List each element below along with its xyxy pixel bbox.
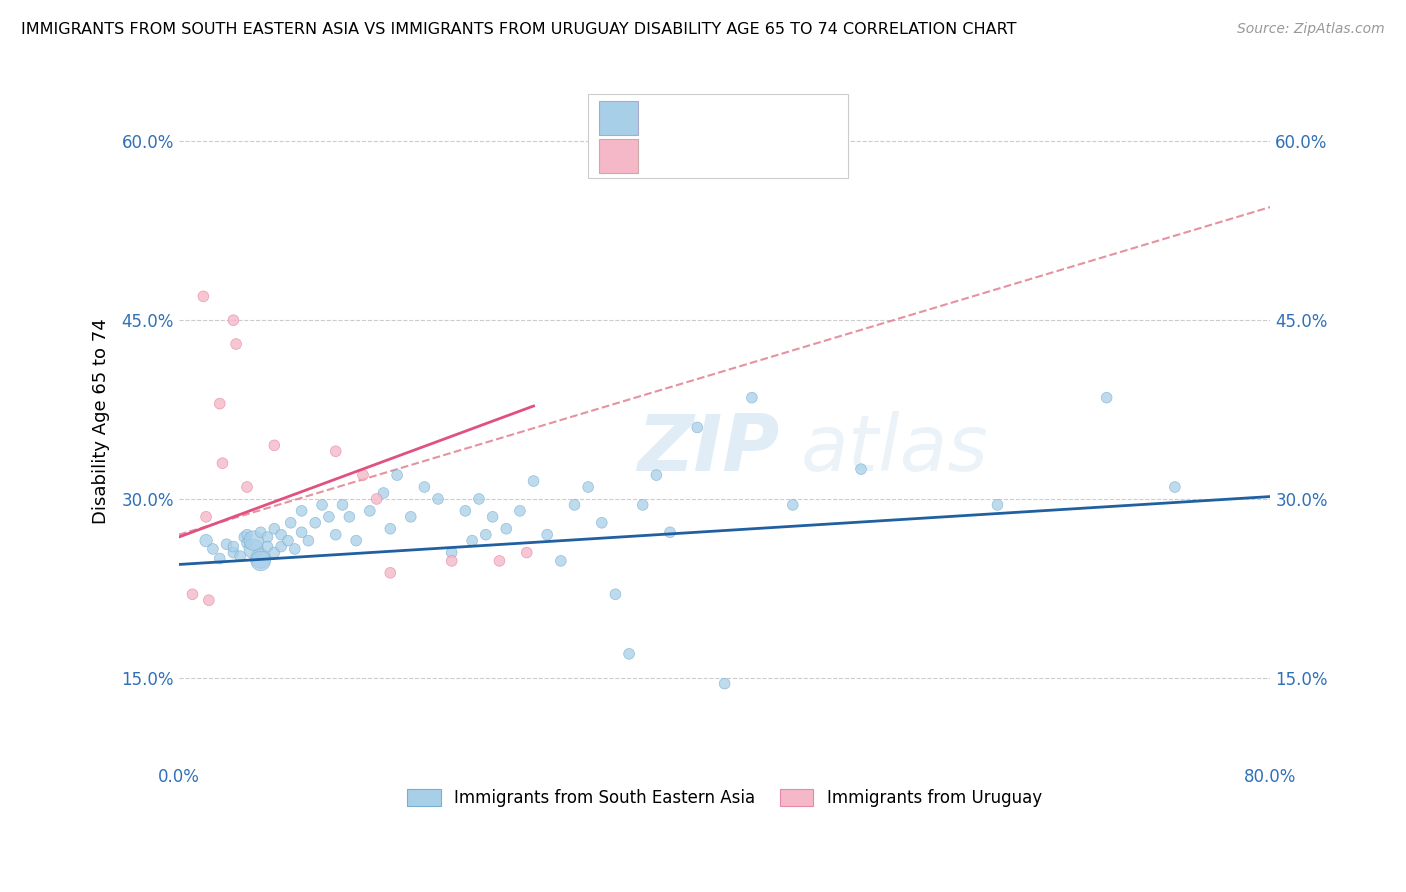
Point	[741, 391, 763, 405]
Point	[280, 516, 302, 530]
Point	[243, 541, 266, 556]
Point	[332, 498, 354, 512]
Point	[311, 498, 333, 512]
Point	[413, 480, 436, 494]
Point	[263, 522, 285, 536]
Point	[509, 504, 531, 518]
Point	[495, 522, 517, 536]
Point	[686, 420, 709, 434]
Point	[263, 545, 285, 559]
Point	[225, 337, 247, 351]
Point	[236, 480, 259, 494]
Text: ZIP: ZIP	[637, 410, 779, 487]
Point	[591, 516, 613, 530]
Point	[236, 527, 259, 541]
Point	[461, 533, 484, 548]
Point	[325, 527, 347, 541]
Point	[195, 509, 218, 524]
Point	[291, 525, 314, 540]
Point	[249, 525, 271, 540]
Point	[359, 504, 381, 518]
Text: atlas: atlas	[801, 410, 988, 487]
Point	[277, 533, 299, 548]
Text: R = 0.129   N = 17: R = 0.129 N = 17	[652, 147, 823, 165]
Point	[222, 545, 245, 559]
Point	[243, 533, 266, 548]
Point	[380, 566, 402, 580]
Point	[1095, 391, 1118, 405]
Point	[337, 509, 360, 524]
Point	[631, 498, 654, 512]
Text: IMMIGRANTS FROM SOUTH EASTERN ASIA VS IMMIGRANTS FROM URUGUAY DISABILITY AGE 65 : IMMIGRANTS FROM SOUTH EASTERN ASIA VS IM…	[21, 22, 1017, 37]
Legend: Immigrants from South Eastern Asia, Immigrants from Uruguay: Immigrants from South Eastern Asia, Immi…	[401, 782, 1049, 814]
Point	[352, 468, 374, 483]
Point	[233, 530, 256, 544]
Point	[380, 522, 402, 536]
Point	[475, 527, 498, 541]
Point	[229, 549, 252, 563]
Point	[522, 474, 544, 488]
Point	[270, 540, 292, 554]
Point	[617, 647, 640, 661]
Point	[211, 456, 233, 470]
Point	[399, 509, 422, 524]
Point	[270, 527, 292, 541]
Point	[208, 396, 231, 410]
Point	[344, 533, 367, 548]
Point	[564, 498, 586, 512]
Point	[659, 525, 682, 540]
Point	[645, 468, 668, 483]
Point	[284, 541, 307, 556]
Point	[215, 537, 238, 551]
Point	[291, 504, 314, 518]
Point	[986, 498, 1008, 512]
Point	[222, 540, 245, 554]
Point	[550, 554, 572, 568]
Point	[249, 551, 271, 566]
Point	[304, 516, 326, 530]
Point	[256, 540, 278, 554]
Point	[318, 509, 340, 524]
Point	[536, 527, 558, 541]
Point	[1164, 480, 1187, 494]
Point	[427, 491, 450, 506]
Point	[198, 593, 221, 607]
Point	[605, 587, 627, 601]
Text: Source: ZipAtlas.com: Source: ZipAtlas.com	[1237, 22, 1385, 37]
Point	[576, 480, 599, 494]
Point	[516, 545, 538, 559]
Point	[373, 486, 395, 500]
Point	[263, 438, 285, 452]
Point	[325, 444, 347, 458]
Point	[195, 533, 218, 548]
Point	[236, 536, 259, 550]
Point	[440, 554, 463, 568]
Point	[454, 504, 477, 518]
Point	[256, 530, 278, 544]
Point	[208, 551, 231, 566]
Point	[440, 545, 463, 559]
Point	[297, 533, 319, 548]
Point	[782, 498, 804, 512]
Point	[468, 491, 491, 506]
Point	[713, 676, 735, 690]
Point	[201, 541, 224, 556]
Point	[385, 468, 408, 483]
Point	[249, 554, 271, 568]
Point	[222, 313, 245, 327]
Point	[181, 587, 204, 601]
Point	[366, 491, 388, 506]
Point	[849, 462, 872, 476]
Text: R = 0.157   N = 68: R = 0.157 N = 68	[652, 109, 823, 127]
Point	[193, 289, 215, 303]
Point	[481, 509, 503, 524]
Point	[488, 554, 510, 568]
Y-axis label: Disability Age 65 to 74: Disability Age 65 to 74	[93, 318, 110, 524]
